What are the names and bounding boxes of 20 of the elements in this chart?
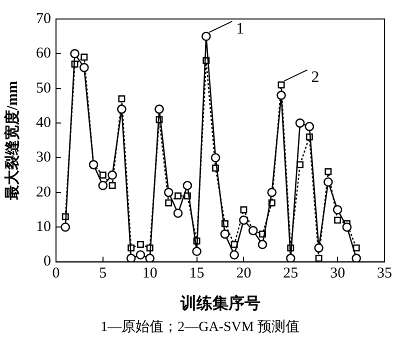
x-tick-label: 10	[142, 266, 158, 282]
x-tick-label: 30	[330, 266, 346, 282]
text: 1—原始值；2—GA-SVM 预测值	[100, 318, 300, 337]
x-tick-label: 15	[189, 266, 204, 282]
y-tick-label: 40	[36, 114, 51, 131]
x-tick-label: 25	[283, 266, 298, 282]
annotation: 2	[311, 69, 320, 86]
y-tick-label: 30	[36, 150, 51, 166]
y-tick-label: 50	[36, 80, 51, 96]
x-tick-label: 20	[236, 266, 252, 282]
y-tick-label: 60	[36, 46, 51, 62]
y-tick-label: 0	[44, 254, 51, 270]
y-axis-title: 最大裂缝宽度/mm	[2, 80, 21, 201]
annotation: 1	[236, 20, 244, 38]
y-tick-label: 10	[36, 219, 51, 236]
x-tick-label: 35	[377, 266, 392, 282]
x-axis-title: 训练集序号	[179, 294, 260, 313]
y-tick-label: 20	[36, 184, 51, 200]
y-tick-label: 70	[36, 10, 51, 27]
x-tick-label: 5	[99, 266, 107, 282]
